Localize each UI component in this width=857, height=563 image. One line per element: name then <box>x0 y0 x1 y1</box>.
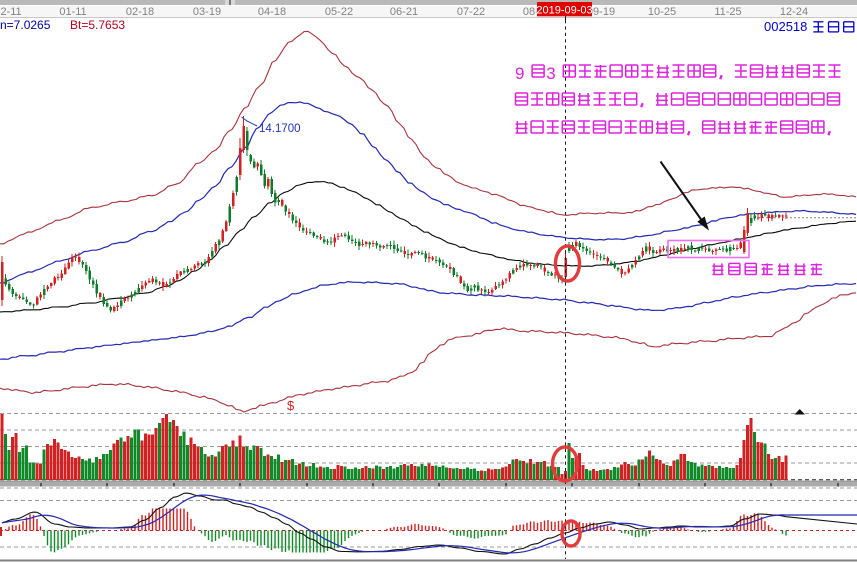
svg-text:02-18: 02-18 <box>126 6 154 18</box>
svg-text:07-22: 07-22 <box>457 6 485 18</box>
svg-text:06-21: 06-21 <box>390 6 418 18</box>
svg-text:03-19: 03-19 <box>193 6 221 18</box>
svg-text:12-11: 12-11 <box>0 6 22 18</box>
svg-text:04-18: 04-18 <box>258 6 286 18</box>
svg-text:$: $ <box>287 398 295 413</box>
svg-text:10-25: 10-25 <box>648 6 676 18</box>
svg-text:05-22: 05-22 <box>325 6 353 18</box>
svg-text:Bt=5.7653: Bt=5.7653 <box>70 18 125 32</box>
svg-text:n=7.0265: n=7.0265 <box>0 18 51 32</box>
svg-text:14.1700: 14.1700 <box>259 123 301 135</box>
svg-text:2019-09-03: 2019-09-03 <box>536 5 592 17</box>
svg-text:9: 9 <box>515 64 524 83</box>
svg-text:11-25: 11-25 <box>714 6 741 18</box>
svg-text:002518: 002518 <box>764 19 807 34</box>
svg-text:3: 3 <box>546 64 555 83</box>
svg-text:12-24: 12-24 <box>780 6 808 18</box>
svg-text:09-19: 09-19 <box>587 6 615 18</box>
svg-text:01-11: 01-11 <box>59 6 86 18</box>
